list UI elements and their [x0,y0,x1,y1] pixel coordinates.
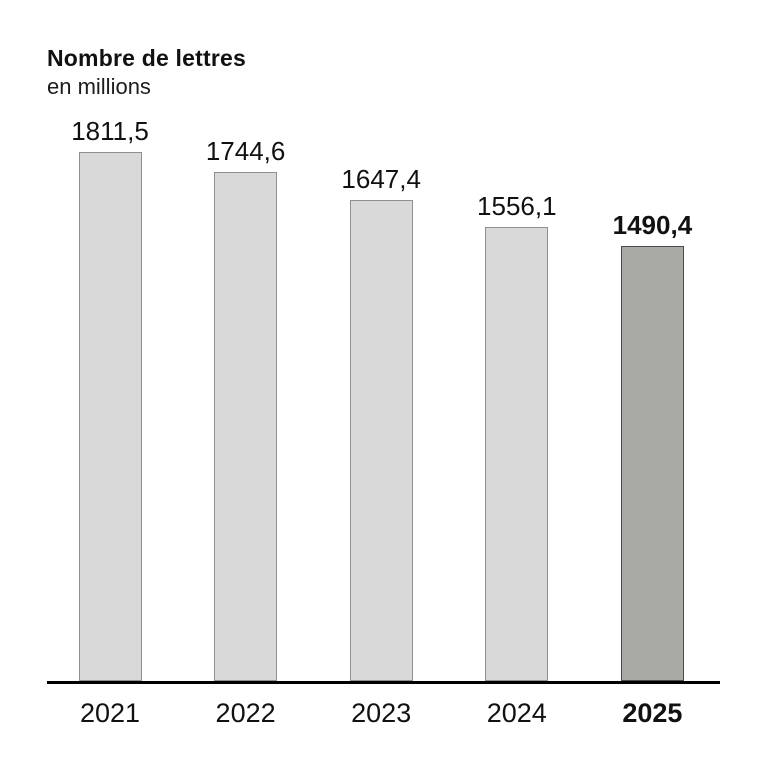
bar-2022 [214,171,278,681]
bar-2024 [485,226,549,681]
value-label-2021: 1811,5 [71,116,149,146]
x-tick-label-2021: 2021 [79,698,141,728]
x-tick-label-2023: 2023 [351,698,412,728]
chart-subtitle: en millions [47,73,151,99]
x-tick-label-2025: 2025 [622,698,683,728]
value-label-2025: 1490,4 [612,209,693,240]
value-label-2022: 1744,6 [205,135,286,166]
chart-title-block: Nombre de lettres en millions [47,44,246,100]
bar-2023 [349,199,413,681]
x-axis-line [47,681,720,684]
chart-title: Nombre de lettres [47,45,246,71]
bar-2025 [620,245,684,681]
bar-2021 [78,152,142,681]
x-tick-label-2022: 2022 [215,698,276,728]
value-label-2023: 1647,4 [341,163,421,194]
x-tick-label-2024: 2024 [486,698,547,728]
value-label-2024: 1556,1 [477,190,557,221]
